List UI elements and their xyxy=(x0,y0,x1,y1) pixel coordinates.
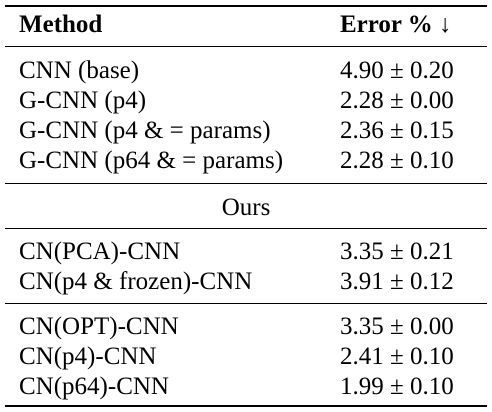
section-rule xyxy=(5,228,487,229)
section-rule xyxy=(5,183,487,184)
row-method: CNN (base) xyxy=(19,57,140,84)
row-error: 2.28 ± 0.00 xyxy=(340,87,454,114)
row-error: 4.90 ± 0.20 xyxy=(340,57,454,84)
row-error: 2.28 ± 0.10 xyxy=(340,147,454,174)
header-method: Method xyxy=(19,11,103,38)
row-error: 3.91 ± 0.12 xyxy=(340,268,454,295)
row-error: 3.35 ± 0.21 xyxy=(340,238,454,265)
row-method: CN(p4 & frozen)-CNN xyxy=(19,268,253,295)
header-error: Error % ↓ xyxy=(340,11,452,38)
row-method: G-CNN (p4 & = params) xyxy=(19,117,271,144)
row-error: 1.99 ± 0.10 xyxy=(340,373,454,400)
group-rule xyxy=(5,303,487,304)
bottom-rule xyxy=(5,405,487,407)
row-method: G-CNN (p4) xyxy=(19,87,147,114)
row-error: 3.35 ± 0.00 xyxy=(340,313,454,340)
row-method: G-CNN (p64 & = params) xyxy=(19,147,284,174)
row-method: CN(p64)-CNN xyxy=(19,373,169,400)
row-method: CN(p4)-CNN xyxy=(19,343,157,370)
row-method: CN(OPT)-CNN xyxy=(19,313,179,340)
row-error: 2.41 ± 0.10 xyxy=(340,343,454,370)
row-error: 2.36 ± 0.15 xyxy=(340,117,454,144)
row-method: CN(PCA)-CNN xyxy=(19,238,181,265)
top-rule xyxy=(5,5,487,7)
header-rule xyxy=(5,46,487,47)
section-label-ours: Ours xyxy=(221,194,271,221)
